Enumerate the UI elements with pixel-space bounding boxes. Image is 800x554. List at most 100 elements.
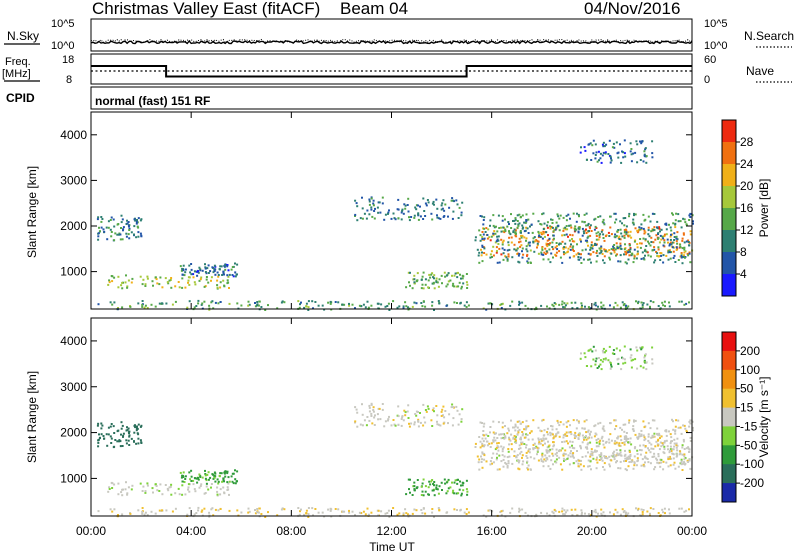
scatter-point bbox=[649, 514, 651, 517]
scatter-point bbox=[405, 512, 408, 515]
scatter-point bbox=[639, 435, 642, 438]
scatter-point bbox=[133, 424, 136, 427]
scatter-point bbox=[574, 508, 577, 511]
scatter-point bbox=[629, 453, 632, 456]
scatter-point bbox=[547, 238, 550, 241]
scatter-point bbox=[609, 155, 612, 158]
scatter-point bbox=[641, 513, 644, 516]
scatter-point bbox=[445, 511, 448, 514]
scatter-point bbox=[479, 440, 482, 443]
scatter-point bbox=[572, 212, 575, 215]
scatter-point bbox=[529, 468, 532, 471]
scatter-point bbox=[158, 490, 161, 492]
scatter-point bbox=[317, 304, 320, 307]
scatter-point bbox=[127, 221, 130, 223]
scatter-point bbox=[515, 441, 518, 444]
scatter-point bbox=[120, 284, 123, 287]
scatter-point bbox=[439, 217, 442, 220]
scatter-point bbox=[552, 230, 555, 233]
scatter-point bbox=[647, 240, 649, 243]
scatter-point bbox=[598, 442, 601, 445]
scatter-point bbox=[572, 452, 575, 455]
scatter-point bbox=[588, 349, 591, 352]
scatter-point bbox=[525, 455, 528, 457]
scatter-point bbox=[109, 508, 112, 511]
scatter-point bbox=[204, 473, 207, 475]
scatter-point bbox=[530, 223, 533, 226]
scatter-point bbox=[523, 230, 526, 233]
scatter-point bbox=[481, 458, 483, 461]
scatter-point bbox=[688, 459, 691, 462]
scatter-point bbox=[201, 269, 204, 272]
scatter-point bbox=[372, 199, 375, 202]
scatter-point bbox=[412, 485, 415, 488]
scatter-point bbox=[440, 415, 443, 417]
scatter-point bbox=[590, 450, 593, 453]
scatter-point bbox=[211, 266, 214, 269]
scatter-point bbox=[614, 428, 616, 431]
scatter-point bbox=[593, 228, 596, 231]
scatter-point bbox=[597, 150, 600, 153]
power-colorbar-label: Power [dB] bbox=[757, 179, 771, 238]
scatter-point bbox=[228, 493, 230, 496]
scatter-point bbox=[683, 453, 686, 456]
scatter-point bbox=[551, 425, 554, 428]
scatter-point bbox=[511, 507, 514, 510]
scatter-point bbox=[366, 300, 369, 303]
scatter-point bbox=[432, 407, 435, 410]
scatter-point bbox=[587, 442, 590, 445]
scatter-point bbox=[630, 460, 633, 463]
scatter-point bbox=[323, 308, 326, 311]
scatter-point bbox=[630, 236, 633, 239]
scatter-point bbox=[677, 213, 680, 216]
scatter-point bbox=[546, 512, 548, 515]
scatter-point bbox=[514, 429, 517, 432]
scatter-point bbox=[559, 421, 562, 424]
scatter-point bbox=[658, 227, 661, 230]
scatter-point bbox=[683, 251, 686, 254]
scatter-point bbox=[452, 199, 455, 202]
scatter-point bbox=[203, 492, 206, 495]
scatter-point bbox=[433, 287, 436, 290]
scatter-point bbox=[483, 445, 485, 448]
scatter-point bbox=[551, 433, 554, 436]
scatter-point bbox=[401, 208, 404, 211]
scatter-point bbox=[590, 448, 593, 451]
scatter-point bbox=[634, 433, 637, 436]
scatter-point bbox=[445, 492, 448, 495]
scatter-point bbox=[416, 272, 419, 275]
scatter-point bbox=[187, 276, 190, 279]
scatter-point bbox=[407, 513, 409, 516]
scatter-point bbox=[539, 223, 542, 225]
x-tick-label: 08:00 bbox=[276, 524, 306, 538]
scatter-point bbox=[644, 353, 647, 356]
scatter-point bbox=[585, 212, 588, 215]
scatter-point bbox=[673, 461, 676, 464]
scatter-point bbox=[552, 437, 555, 439]
scatter-point bbox=[531, 231, 534, 234]
scatter-point bbox=[200, 483, 203, 486]
scatter-point bbox=[587, 258, 590, 261]
scatter-point bbox=[436, 488, 439, 491]
scatter-point bbox=[97, 216, 100, 219]
scatter-point bbox=[577, 231, 580, 234]
scatter-point bbox=[498, 261, 501, 264]
scatter-point bbox=[355, 202, 358, 205]
scatter-point bbox=[460, 484, 462, 487]
scatter-point bbox=[683, 424, 686, 427]
scatter-point bbox=[370, 208, 373, 211]
scatter-point bbox=[444, 275, 447, 278]
scatter-point bbox=[354, 213, 357, 216]
scatter-point bbox=[343, 303, 346, 306]
scatter-point bbox=[646, 303, 649, 306]
scatter-point bbox=[201, 509, 204, 512]
scatter-point bbox=[113, 301, 116, 304]
scatter-point bbox=[555, 242, 558, 244]
scatter-point bbox=[135, 222, 138, 225]
scatter-point bbox=[450, 406, 453, 409]
scatter-point bbox=[660, 435, 663, 438]
scatter-point bbox=[517, 461, 520, 464]
colorbar-frame bbox=[721, 331, 737, 503]
scatter-point bbox=[510, 433, 513, 436]
scatter-point bbox=[378, 201, 381, 204]
